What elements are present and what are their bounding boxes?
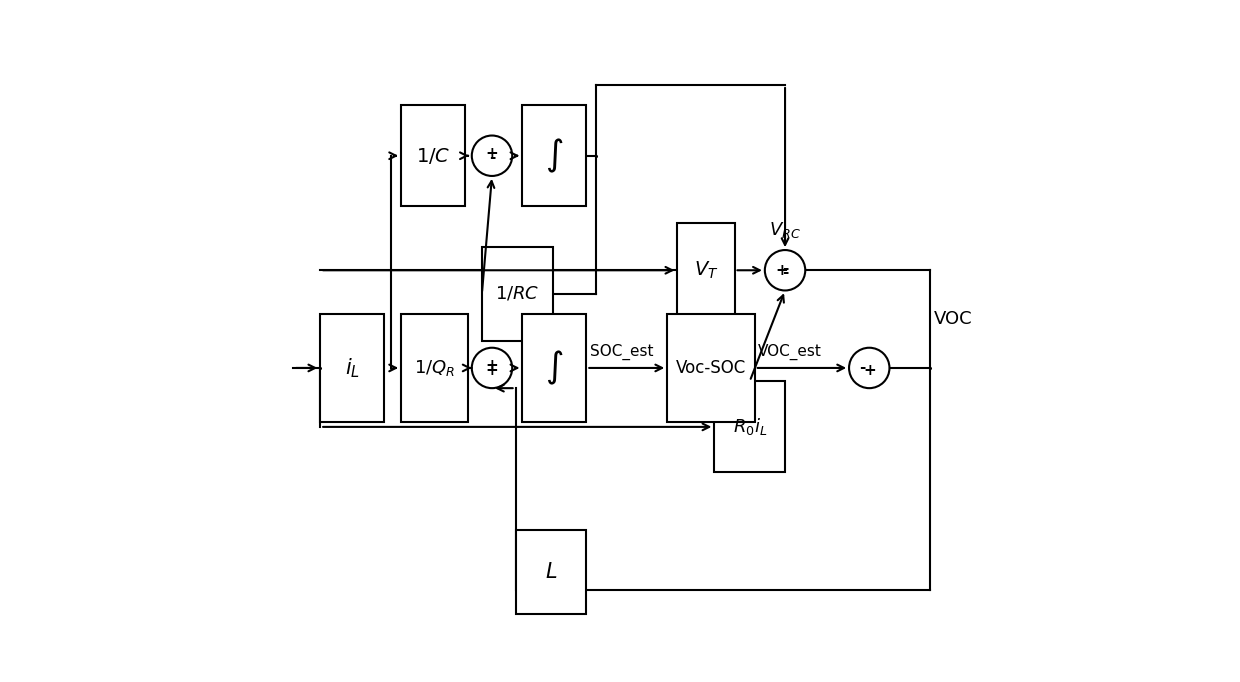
Text: -: - <box>782 261 789 276</box>
Bar <box>677 223 734 317</box>
Text: SOC_est: SOC_est <box>590 344 653 360</box>
Text: -: - <box>782 265 789 280</box>
Bar <box>667 314 755 422</box>
Circle shape <box>471 136 512 176</box>
Bar <box>482 247 553 341</box>
Circle shape <box>471 348 512 388</box>
Text: -: - <box>859 361 866 376</box>
Text: $1/RC$: $1/RC$ <box>495 285 539 303</box>
Circle shape <box>765 250 805 291</box>
Text: +: + <box>486 363 498 378</box>
Text: +: + <box>486 358 498 373</box>
Bar <box>516 530 587 614</box>
Bar <box>522 105 587 206</box>
Text: $1/C$: $1/C$ <box>415 146 450 166</box>
Text: $V_{RC}$: $V_{RC}$ <box>769 220 801 240</box>
Text: $V_T$: $V_T$ <box>693 260 718 281</box>
Text: $\int$: $\int$ <box>546 136 563 175</box>
Text: $1/Q_R$: $1/Q_R$ <box>414 358 455 378</box>
Bar <box>714 381 785 473</box>
Text: +: + <box>775 263 789 278</box>
Text: +: + <box>863 363 875 378</box>
Text: $\int$: $\int$ <box>546 349 563 387</box>
Bar <box>401 105 465 206</box>
Bar <box>401 314 469 422</box>
Bar <box>522 314 587 422</box>
Text: Voc-SOC: Voc-SOC <box>676 359 746 377</box>
Bar <box>320 314 384 422</box>
Text: VOC: VOC <box>934 310 972 328</box>
Circle shape <box>849 348 889 388</box>
Text: VOC_est: VOC_est <box>758 344 822 360</box>
Text: $R_0i_L$: $R_0i_L$ <box>733 417 766 437</box>
Text: +: + <box>486 146 498 161</box>
Text: $i_L$: $i_L$ <box>345 356 360 380</box>
Text: $L$: $L$ <box>544 562 557 582</box>
Text: -: - <box>489 151 495 166</box>
